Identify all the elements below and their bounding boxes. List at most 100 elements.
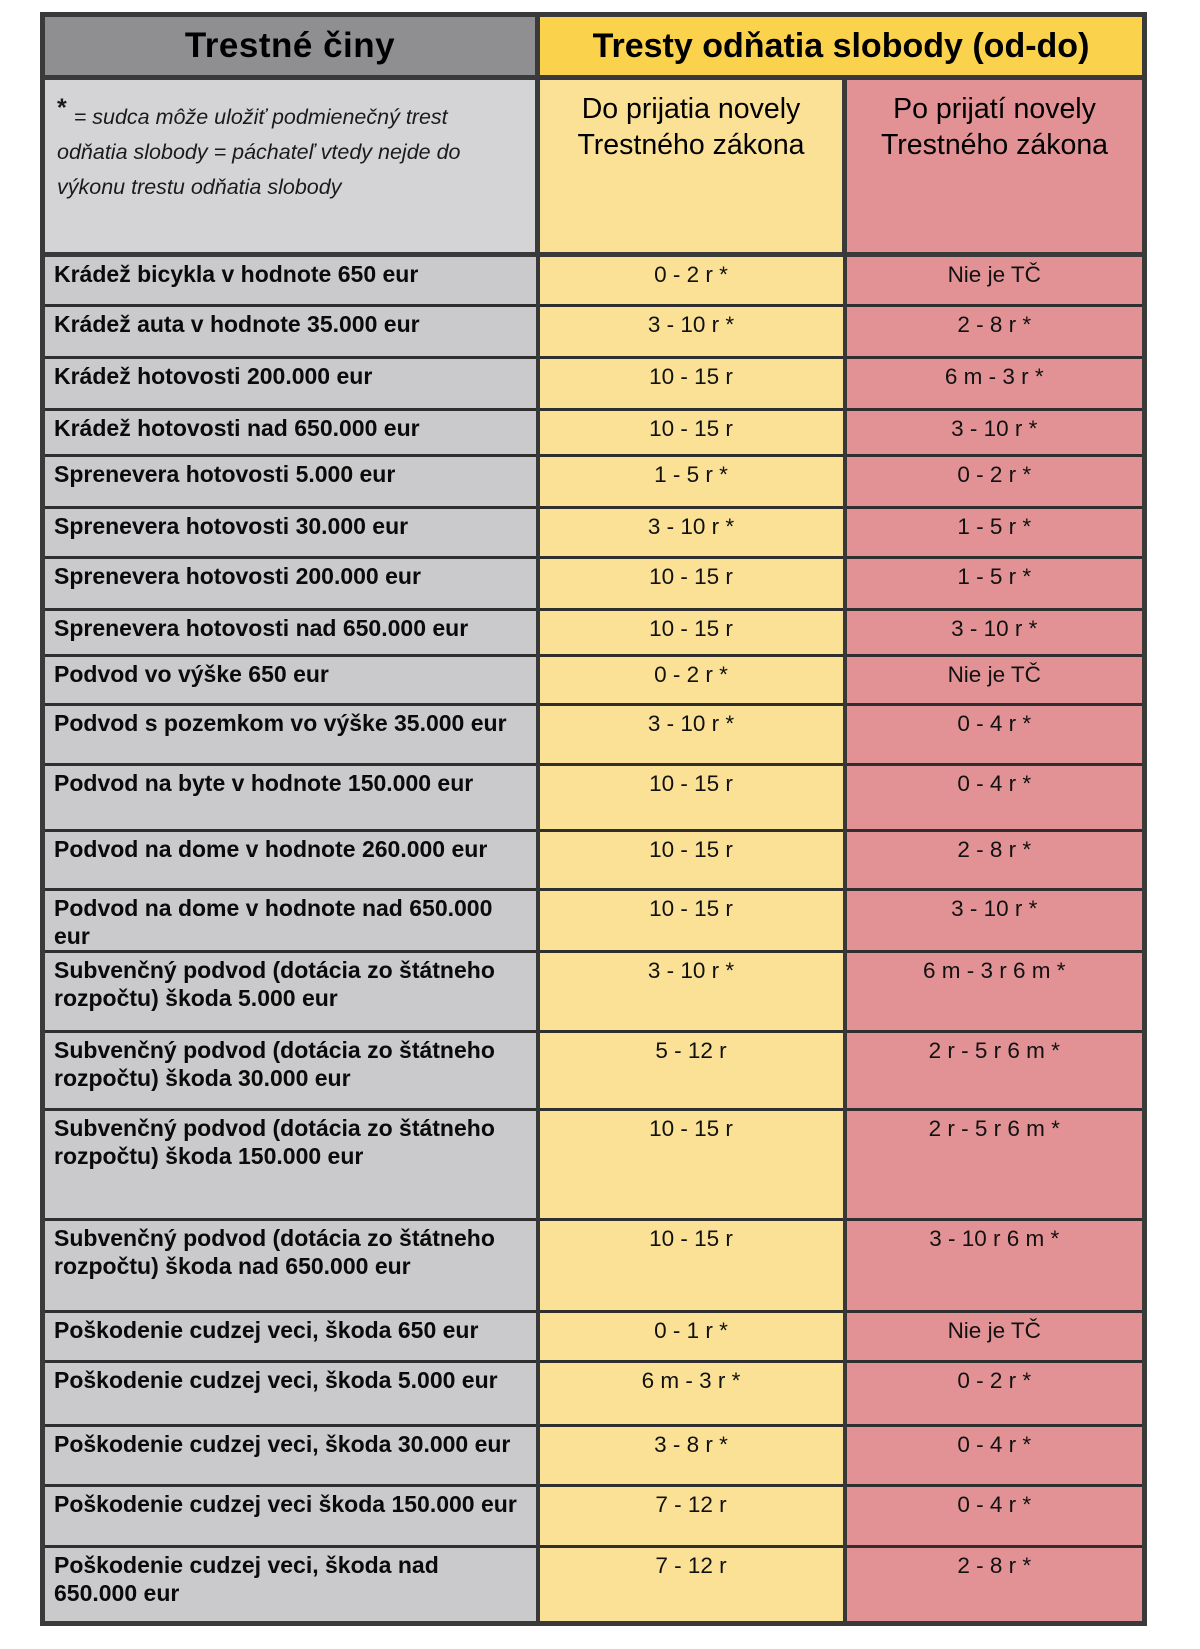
sentence-after-cell: 0 - 2 r *	[842, 1360, 1145, 1426]
sentence-after-cell: Nie je TČ	[842, 654, 1145, 705]
table-row: Sprenevera hotovosti 200.000 eur 10 - 15…	[42, 556, 1145, 610]
sentence-after-cell: 2 r - 5 r 6 m *	[842, 1030, 1145, 1110]
sentence-after-cell: 0 - 4 r *	[842, 763, 1145, 831]
sentence-before-cell: 10 - 15 r	[535, 408, 845, 456]
crime-cell: Podvod na byte v hodnote 150.000 eur	[42, 763, 538, 831]
sentence-after-cell: 3 - 10 r *	[842, 608, 1145, 656]
sentences-column-header: Tresty odňatia slobody (od-do)	[534, 12, 1148, 80]
table-row: Subvenčný podvod (dotácia zo štátneho ro…	[42, 1030, 1145, 1110]
sentence-before-cell: 10 - 15 r	[535, 1108, 845, 1220]
after-amendment-column-header: Po prijatí novely Trestného zákona	[841, 75, 1148, 257]
sentence-before-cell: 0 - 2 r *	[535, 654, 845, 705]
sentence-after-cell: Nie je TČ	[842, 1310, 1145, 1362]
crime-cell: Subvenčný podvod (dotácia zo štátneho ro…	[42, 1218, 538, 1312]
footnote-cell: * = sudca môže uložiť podmienečný trest o…	[40, 75, 540, 257]
sentence-after-cell: 0 - 2 r *	[842, 454, 1145, 508]
sentence-before-cell: 3 - 10 r *	[535, 950, 845, 1032]
sentence-before-cell: 3 - 8 r *	[535, 1424, 845, 1486]
table-body: Krádež bicykla v hodnote 650 eur 0 - 2 r…	[42, 253, 1145, 1624]
table-row: Sprenevera hotovosti 30.000 eur 3 - 10 r…	[42, 506, 1145, 558]
table-row: Sprenevera hotovosti 5.000 eur 1 - 5 r *…	[42, 454, 1145, 508]
crime-cell: Sprenevera hotovosti 5.000 eur	[42, 454, 538, 508]
crime-cell: Podvod vo výške 650 eur	[42, 654, 538, 705]
crime-cell: Poškodenie cudzej veci, škoda nad 650.00…	[42, 1545, 538, 1624]
crime-cell: Poškodenie cudzej veci škoda 150.000 eur	[42, 1484, 538, 1547]
crime-cell: Krádež bicykla v hodnote 650 eur	[42, 253, 538, 306]
sentence-after-cell: 0 - 4 r *	[842, 703, 1145, 765]
table-row: Krádež bicykla v hodnote 650 eur 0 - 2 r…	[42, 253, 1145, 306]
before-amendment-column-header: Do prijatia novely Trestného zákona	[535, 75, 847, 257]
sentence-after-cell: 2 - 8 r *	[842, 1545, 1145, 1624]
sentence-before-cell: 10 - 15 r	[535, 1218, 845, 1312]
table-row: Podvod na byte v hodnote 150.000 eur 10 …	[42, 763, 1145, 831]
sentence-after-cell: 0 - 4 r *	[842, 1484, 1145, 1547]
sentence-before-cell: 10 - 15 r	[535, 556, 845, 610]
sentence-before-cell: 3 - 10 r *	[535, 304, 845, 358]
table-row: Poškodenie cudzej veci, škoda 5.000 eur …	[42, 1360, 1145, 1426]
crime-cell: Krádež auta v hodnote 35.000 eur	[42, 304, 538, 358]
sentence-before-cell: 6 m - 3 r *	[535, 1360, 845, 1426]
table-row: Poškodenie cudzej veci, škoda 30.000 eur…	[42, 1424, 1145, 1486]
table-row: Poškodenie cudzej veci škoda 150.000 eur…	[42, 1484, 1145, 1547]
table-row: Poškodenie cudzej veci, škoda 650 eur 0 …	[42, 1310, 1145, 1362]
page: Trestné činy Tresty odňatia slobody (od-…	[40, 12, 1148, 1627]
crimes-column-header: Trestné činy	[40, 12, 540, 80]
sentence-before-cell: 0 - 1 r *	[535, 1310, 845, 1362]
crime-cell: Podvod na dome v hodnote 260.000 eur	[42, 829, 538, 890]
sentence-before-cell: 5 - 12 r	[535, 1030, 845, 1110]
table-row: Sprenevera hotovosti nad 650.000 eur 10 …	[42, 608, 1145, 656]
sentence-before-cell: 3 - 10 r *	[535, 703, 845, 765]
sentence-after-cell: 1 - 5 r *	[842, 506, 1145, 558]
crime-cell: Poškodenie cudzej veci, škoda 30.000 eur	[42, 1424, 538, 1486]
table-header-row: Trestné činy Tresty odňatia slobody (od-…	[40, 12, 1148, 80]
sentence-after-cell: 3 - 10 r 6 m *	[842, 1218, 1145, 1312]
sentence-before-cell: 7 - 12 r	[535, 1484, 845, 1547]
sentence-after-cell: 3 - 10 r *	[842, 408, 1145, 456]
crime-cell: Subvenčný podvod (dotácia zo štátneho ro…	[42, 1030, 538, 1110]
table-row: Subvenčný podvod (dotácia zo štátneho ro…	[42, 1218, 1145, 1312]
sentence-before-cell: 3 - 10 r *	[535, 506, 845, 558]
sentence-after-cell: 0 - 4 r *	[842, 1424, 1145, 1486]
sentence-before-cell: 10 - 15 r	[535, 356, 845, 410]
crime-cell: Krádež hotovosti nad 650.000 eur	[42, 408, 538, 456]
table-row: Krádež auta v hodnote 35.000 eur 3 - 10 …	[42, 304, 1145, 358]
table-row: Podvod vo výške 650 eur 0 - 2 r * Nie je…	[42, 654, 1145, 705]
sentence-before-cell: 10 - 15 r	[535, 763, 845, 831]
table-row: Subvenčný podvod (dotácia zo štátneho ro…	[42, 1108, 1145, 1220]
sentence-after-cell: 6 m - 3 r 6 m *	[842, 950, 1145, 1032]
crime-cell: Krádež hotovosti 200.000 eur	[42, 356, 538, 410]
table-row: Podvod na dome v hodnote nad 650.000 eur…	[42, 887, 1145, 952]
crime-cell: Sprenevera hotovosti nad 650.000 eur	[42, 608, 538, 656]
table-subheader-row: * = sudca môže uložiť podmienečný trest o…	[40, 75, 1148, 257]
sentence-after-cell: Nie je TČ	[842, 253, 1145, 306]
table-row: Subvenčný podvod (dotácia zo štátneho ro…	[42, 950, 1145, 1032]
sentence-before-cell: 7 - 12 r	[535, 1545, 845, 1624]
crime-cell: Podvod s pozemkom vo výške 35.000 eur	[42, 703, 538, 765]
asterisk-symbol: *	[57, 94, 67, 122]
crime-cell: Sprenevera hotovosti 200.000 eur	[42, 556, 538, 610]
sentence-after-cell: 2 - 8 r *	[842, 304, 1145, 358]
crime-cell: Poškodenie cudzej veci, škoda 5.000 eur	[42, 1360, 538, 1426]
sentence-after-cell: 2 - 8 r *	[842, 829, 1145, 890]
sentence-before-cell: 1 - 5 r *	[535, 454, 845, 508]
table-row: Krádež hotovosti nad 650.000 eur 10 - 15…	[42, 408, 1145, 456]
sentence-before-cell: 10 - 15 r	[535, 887, 845, 952]
table-row: Krádež hotovosti 200.000 eur 10 - 15 r 6…	[42, 356, 1145, 410]
sentence-before-cell: 0 - 2 r *	[535, 253, 845, 306]
crime-cell: Poškodenie cudzej veci, škoda 650 eur	[42, 1310, 538, 1362]
crime-cell: Subvenčný podvod (dotácia zo štátneho ro…	[42, 950, 538, 1032]
crime-cell: Subvenčný podvod (dotácia zo štátneho ro…	[42, 1108, 538, 1220]
sentence-after-cell: 2 r - 5 r 6 m *	[842, 1108, 1145, 1220]
footnote-text: = sudca môže uložiť podmienečný trest od…	[57, 105, 461, 200]
sentences-table: Trestné činy Tresty odňatia slobody (od-…	[40, 12, 1148, 1627]
sentence-after-cell: 3 - 10 r *	[842, 887, 1145, 952]
sentence-after-cell: 1 - 5 r *	[842, 556, 1145, 610]
sentence-after-cell: 6 m - 3 r *	[842, 356, 1145, 410]
sentence-before-cell: 10 - 15 r	[535, 608, 845, 656]
table-row: Poškodenie cudzej veci, škoda nad 650.00…	[42, 1545, 1145, 1624]
table-row: Podvod na dome v hodnote 260.000 eur 10 …	[42, 829, 1145, 890]
crime-cell: Sprenevera hotovosti 30.000 eur	[42, 506, 538, 558]
crime-cell: Podvod na dome v hodnote nad 650.000 eur	[42, 887, 538, 952]
sentence-before-cell: 10 - 15 r	[535, 829, 845, 890]
table-row: Podvod s pozemkom vo výške 35.000 eur 3 …	[42, 703, 1145, 765]
